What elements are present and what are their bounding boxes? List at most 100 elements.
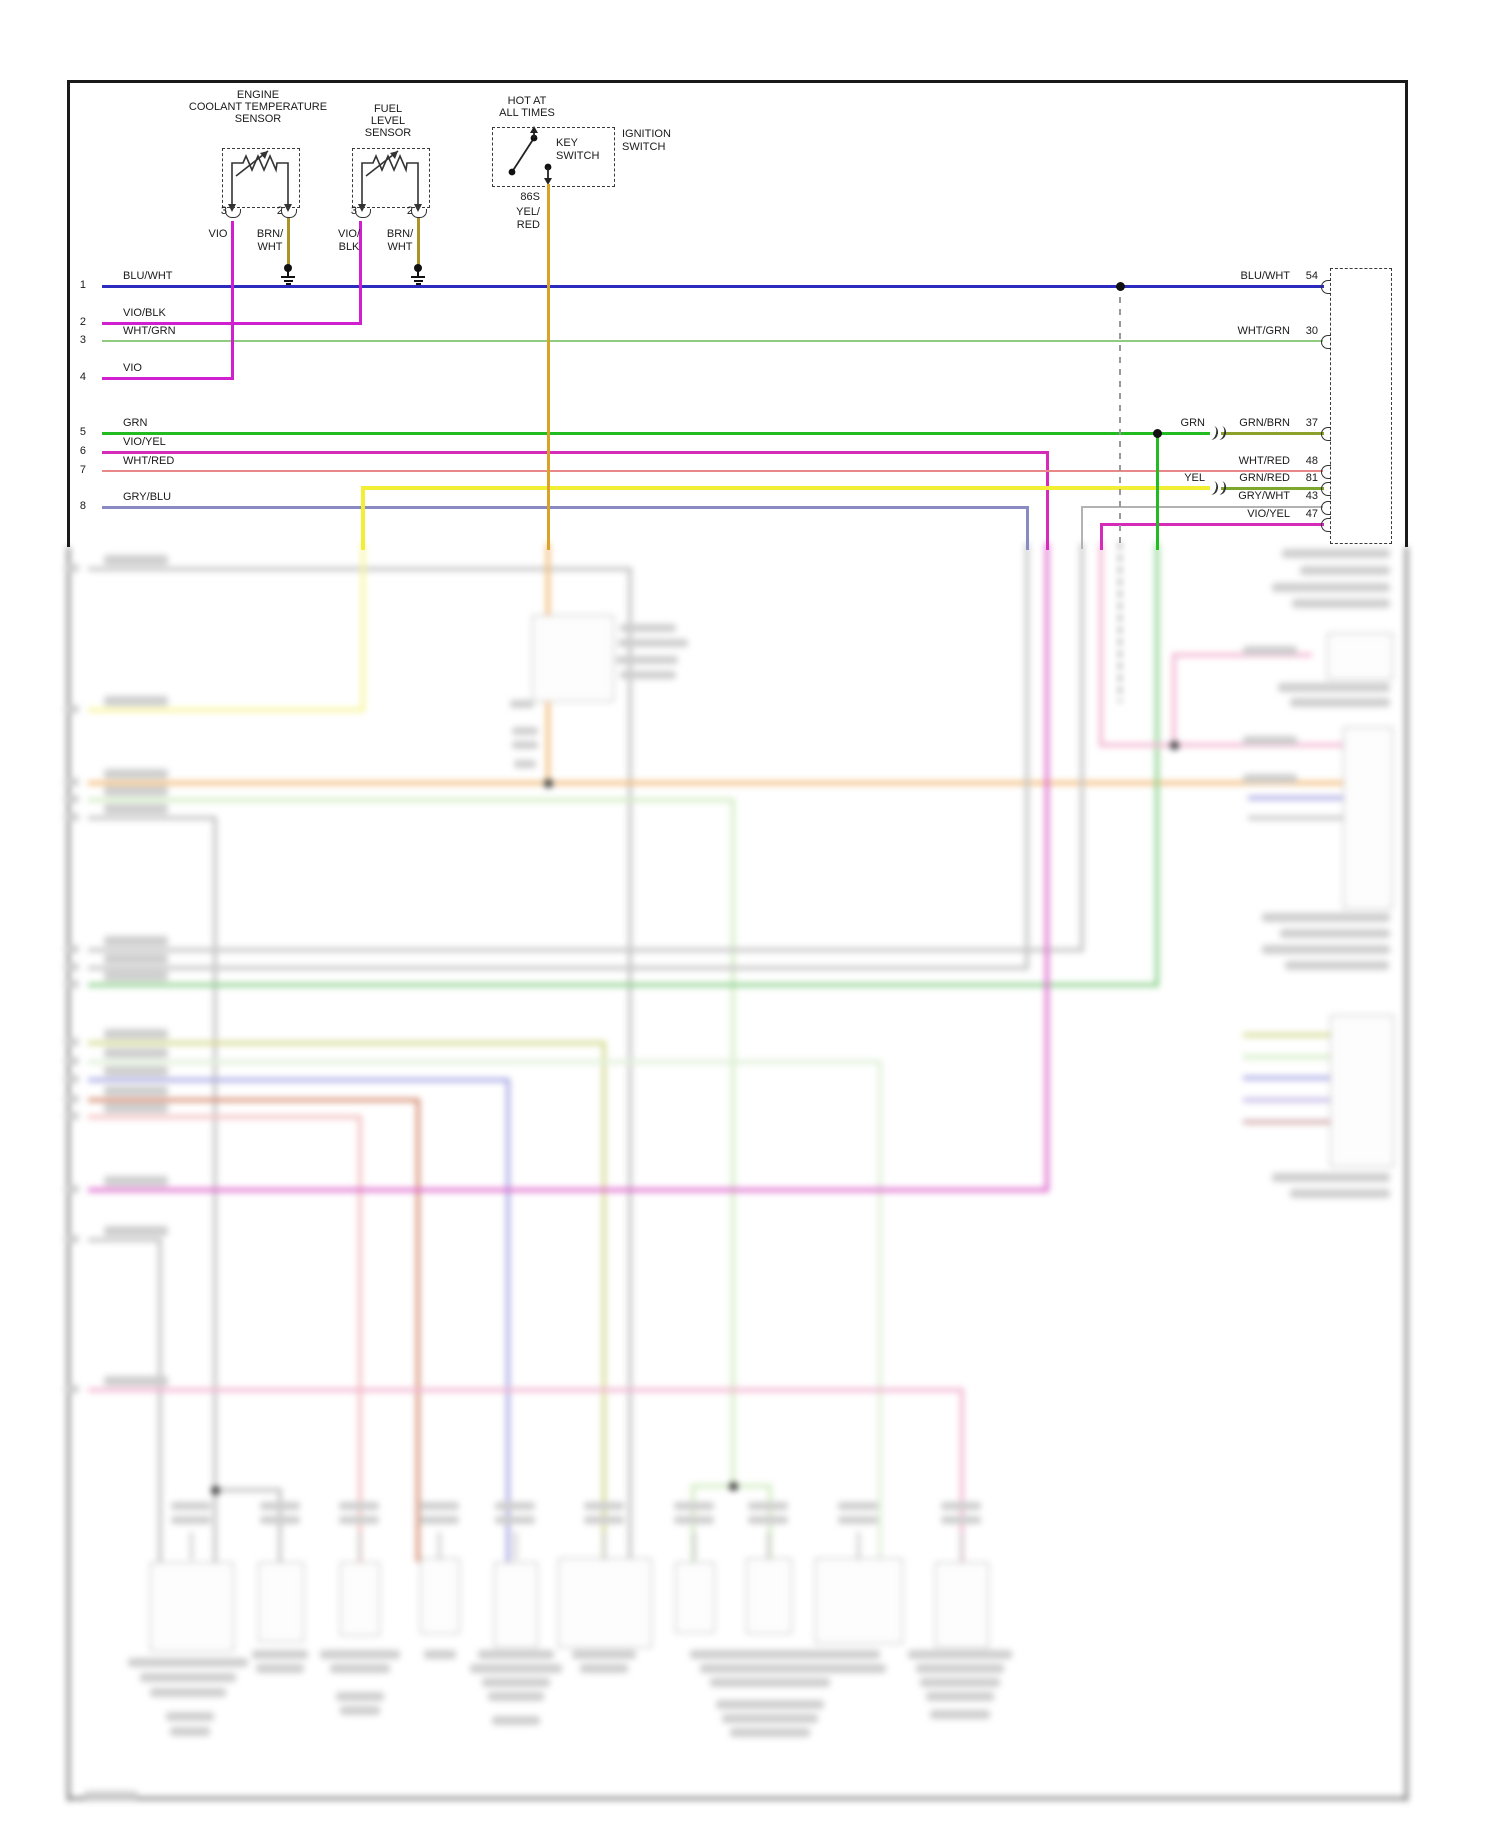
blur-stub-label: [171, 1502, 211, 1510]
label-yelred-2: RED: [516, 219, 540, 231]
blur-wire-b_gray: [1248, 816, 1343, 820]
pin-arc-icon: [355, 209, 371, 218]
label-r-whtred-n: 48: [1305, 455, 1318, 467]
splice-icon: [1214, 424, 1228, 442]
blur-row-number: [64, 945, 79, 953]
blur-wire-b_vio: [1243, 1098, 1334, 1102]
blur-component-box: [150, 1562, 234, 1652]
label-r-whtgrn-n: 30: [1305, 325, 1318, 337]
blur-text-blob: [700, 1664, 840, 1673]
wire-segment-brn-wht-ect: [286, 216, 290, 265]
wire-segment-gry-wht: [1080, 505, 1324, 509]
blur-text-blob: [336, 1692, 384, 1701]
blur-text-blob: [170, 1727, 210, 1736]
label-r-whtgrn: WHT/GRN: [1237, 325, 1290, 337]
frame-border-blurred: [68, 1797, 1408, 1800]
blur-row-number: [64, 1385, 79, 1393]
blur-stub-label: [339, 1502, 379, 1510]
label-ect-title-2: COOLANT TEMPERATURE: [188, 101, 328, 113]
label-ect-vio: VIO: [208, 228, 228, 240]
blur-stub-label: [838, 1502, 878, 1510]
blur-component-box: [532, 615, 614, 702]
blur-text-blob: [620, 624, 676, 632]
blur-component-box: [1343, 727, 1393, 909]
wire-segment-yel: [361, 486, 365, 550]
ground-icon: [287, 270, 289, 276]
wire-segment-vio-yel-47: [1099, 522, 1324, 526]
blur-text-blob: [1243, 736, 1297, 745]
blur-wire-b_pink: [960, 1388, 964, 1566]
ground-icon: [284, 264, 292, 272]
ect-resistor-icon: [228, 150, 292, 212]
blur-stub-label: [941, 1516, 981, 1524]
connector-pin-icon: [1321, 335, 1331, 349]
blur-wire-b_gray: [158, 1238, 162, 1566]
blur-stub-label: [260, 1516, 300, 1524]
key-switch-icon: [508, 126, 552, 185]
blur-stub-label: [339, 1516, 379, 1524]
junction-dot: [1152, 428, 1162, 438]
blur-wire-b_green: [88, 983, 1159, 987]
blur-junction-dot: [728, 1481, 738, 1491]
label-row-8: 8: [79, 500, 86, 512]
blur-wire-b_gray: [88, 816, 217, 820]
blur-wire-b_gray: [213, 1488, 282, 1492]
blur-stub-wire: [279, 1532, 282, 1560]
wire-segment-grn-down: [1155, 431, 1159, 550]
blur-wire-b_olive: [1243, 1033, 1334, 1037]
label-lbl-whtgrn: WHT/GRN: [123, 325, 176, 337]
blur-text-blob: [256, 1664, 304, 1673]
label-hot-2: ALL TIMES: [499, 107, 555, 119]
frame-border-blurred: [1405, 547, 1408, 1801]
connector-pin-icon: [1321, 280, 1331, 294]
blur-row-label: [104, 1226, 168, 1236]
blur-wire-b_yel: [88, 708, 365, 712]
blur-component-box: [340, 1562, 380, 1636]
blur-row-label: [104, 1103, 168, 1113]
label-fuel-brn1: BRN/: [386, 228, 414, 240]
blur-component-box: [494, 1562, 538, 1648]
wire-segment-yel: [361, 486, 1210, 490]
blur-stub-wire: [857, 1532, 860, 1560]
pin-arc-icon: [411, 209, 427, 218]
blur-wire-b_gray: [88, 1238, 162, 1242]
label-r-grnbrn: GRN/BRN: [1239, 417, 1290, 429]
blur-text-blob: [1262, 945, 1390, 954]
wire-segment-vio-yel-47: [1099, 522, 1103, 550]
blur-text-blob: [830, 1664, 886, 1673]
blur-text-blob: [836, 1650, 880, 1659]
blur-row-label: [104, 1086, 168, 1096]
blur-text-blob: [512, 741, 538, 749]
connector-pin-icon: [1321, 427, 1331, 441]
blur-text-blob: [930, 1710, 990, 1719]
blur-text-blob: [1272, 583, 1390, 592]
blur-stub-label: [674, 1516, 714, 1524]
label-lbl-gryblu: GRY/BLU: [123, 491, 172, 503]
wire-segment-wht-grn: [101, 339, 1324, 343]
blur-row-number: [64, 1112, 79, 1120]
blur-wire-b_blue: [1243, 1076, 1334, 1080]
blur-stub-label: [495, 1516, 535, 1524]
blur-stub-label: [419, 1502, 459, 1510]
blur-text-blob: [1282, 549, 1390, 558]
wire-segment-gry-blu: [1025, 505, 1029, 550]
right-connector-box: [1330, 268, 1392, 544]
blur-wire-b_gray: [88, 567, 632, 571]
blur-text-blob: [140, 1673, 236, 1682]
blur-text-blob: [1278, 683, 1390, 692]
blur-text-blob: [908, 1650, 1012, 1659]
blur-text-blob: [166, 1712, 214, 1721]
blur-stub-label: [674, 1502, 714, 1510]
blur-text-blob: [1262, 913, 1390, 922]
blur-text-blob: [1285, 961, 1389, 970]
label-splice-grn: GRN: [1180, 417, 1205, 429]
blur-wire-b_blue: [506, 1078, 510, 1566]
blur-text-blob: [620, 671, 676, 679]
blur-text-blob: [150, 1688, 226, 1697]
blur-row-label: [104, 936, 168, 946]
blur-stub-wire: [767, 1532, 770, 1560]
label-row-4: 4: [79, 371, 86, 383]
blur-stub-wire: [358, 1532, 361, 1560]
key-switch-box: [492, 127, 615, 187]
